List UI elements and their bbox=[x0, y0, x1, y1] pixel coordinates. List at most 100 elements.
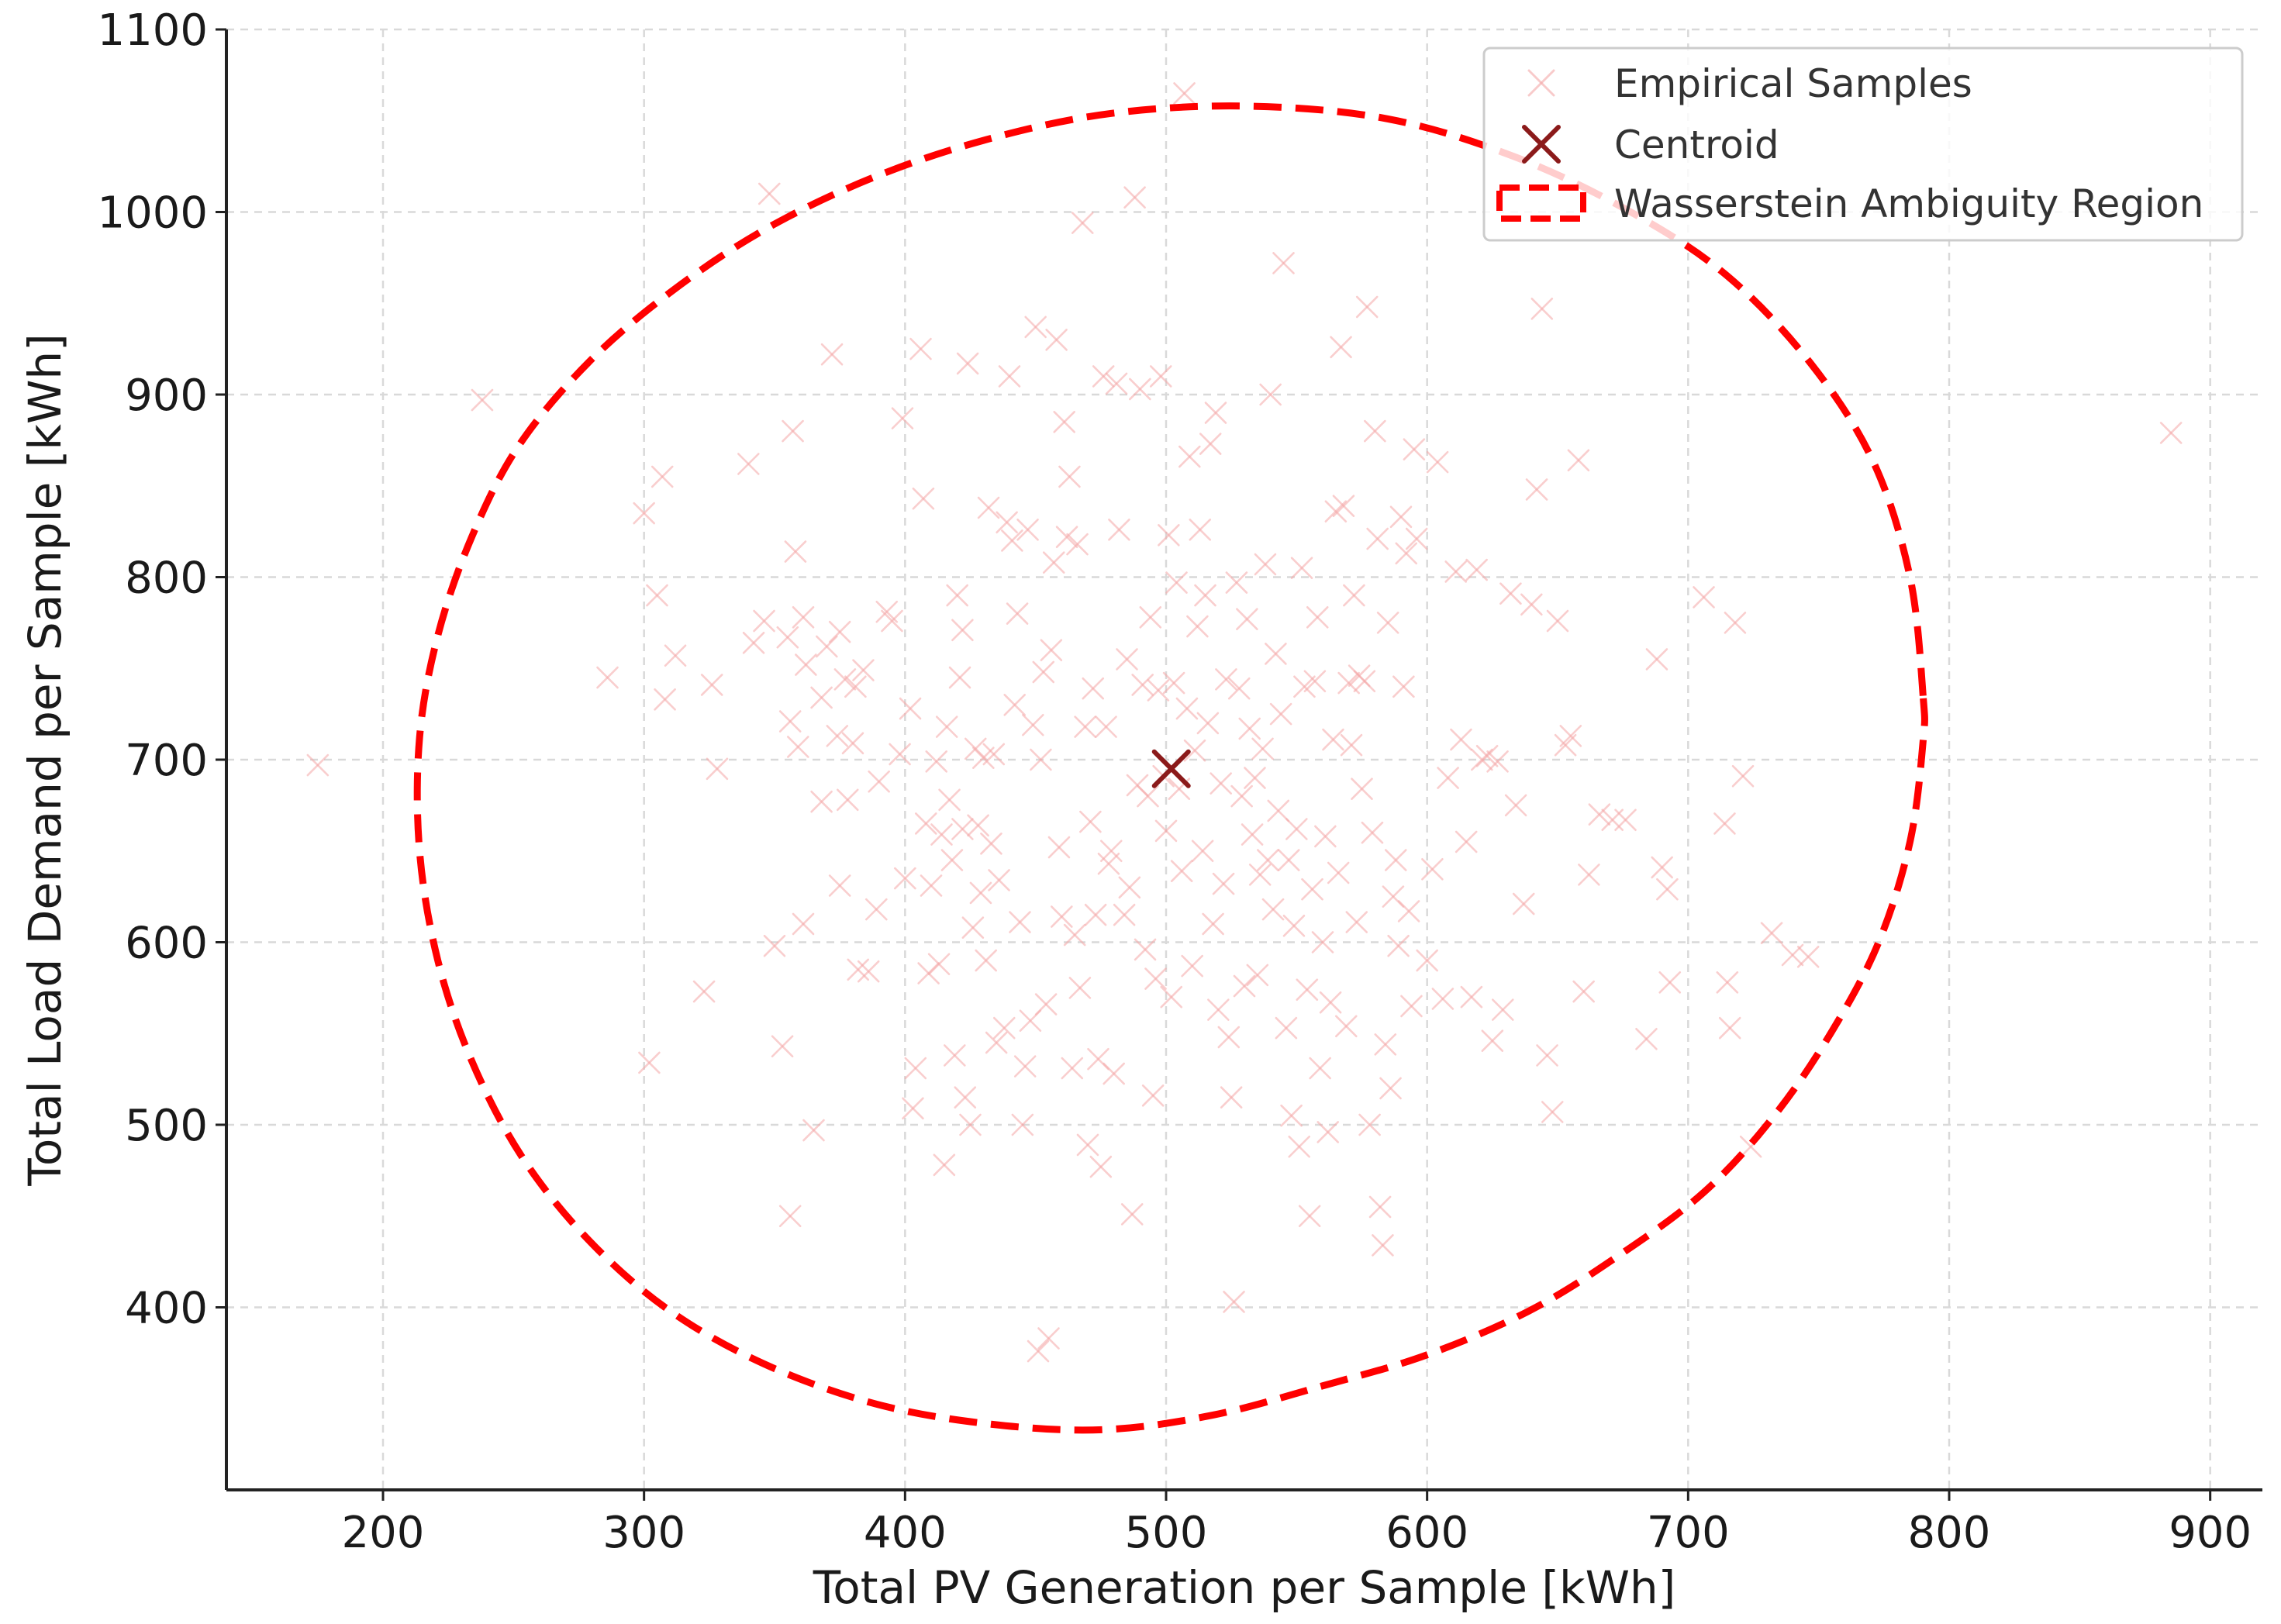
x-axis-ticks: 200 300 400 500 600 700 800 900 bbox=[342, 1490, 2252, 1558]
sample-point bbox=[1384, 849, 1407, 871]
sample-point bbox=[1032, 660, 1055, 684]
sample-point bbox=[956, 352, 979, 375]
sample-point bbox=[1076, 1133, 1099, 1157]
sample-point bbox=[1353, 670, 1376, 693]
sample-point bbox=[1309, 1057, 1331, 1080]
sample-point bbox=[868, 770, 890, 793]
sample-point bbox=[1186, 615, 1209, 638]
legend-label: Wasserstein Ambiguity Region bbox=[1614, 181, 2203, 226]
sample-point bbox=[836, 788, 859, 812]
sample-point bbox=[1716, 971, 1739, 994]
sample-point bbox=[1244, 767, 1266, 789]
y-tick-label: 1000 bbox=[97, 188, 208, 239]
sample-point bbox=[1042, 551, 1065, 574]
sample-point bbox=[1051, 905, 1073, 928]
sample-point bbox=[1372, 1234, 1394, 1257]
sample-point bbox=[914, 812, 937, 835]
legend: Empirical Samples Centroid Wasserstein Amb… bbox=[1482, 47, 2244, 242]
legend-label: Centroid bbox=[1614, 122, 1779, 167]
sample-point bbox=[1389, 505, 1413, 529]
sample-point bbox=[596, 666, 619, 689]
sample-point bbox=[1120, 1203, 1144, 1226]
sample-point bbox=[1572, 980, 1595, 1003]
sample-point bbox=[1040, 639, 1063, 662]
sample-point bbox=[776, 626, 799, 649]
sample-point bbox=[1259, 383, 1282, 406]
sample-point bbox=[1129, 378, 1151, 401]
sample-point bbox=[1316, 1121, 1340, 1143]
sample-point bbox=[982, 743, 1006, 766]
sample-point bbox=[985, 1031, 1008, 1054]
sample-point bbox=[1368, 1195, 1392, 1219]
sample-point bbox=[946, 584, 968, 607]
sample-point bbox=[1058, 465, 1081, 488]
sample-point bbox=[852, 659, 875, 681]
sample-point bbox=[1437, 767, 1459, 789]
sample-point bbox=[1009, 911, 1031, 933]
sample-point bbox=[1288, 1135, 1310, 1158]
sample-point bbox=[988, 869, 1010, 891]
sample-point bbox=[1131, 674, 1154, 696]
sample-point bbox=[646, 584, 668, 607]
sample-point bbox=[826, 725, 849, 747]
sample-point bbox=[944, 1044, 966, 1067]
sample-point bbox=[1431, 988, 1455, 1010]
sample-point bbox=[1718, 1016, 1741, 1040]
sample-point bbox=[1149, 365, 1172, 388]
sample-point bbox=[1194, 584, 1216, 607]
y-tick-label: 500 bbox=[125, 1101, 208, 1151]
sample-point bbox=[1022, 713, 1044, 736]
sample-point bbox=[1277, 849, 1300, 871]
sample-point bbox=[1319, 991, 1342, 1014]
sample-point bbox=[1108, 518, 1130, 541]
sample-point bbox=[1118, 876, 1141, 899]
sample-point bbox=[933, 1153, 956, 1177]
sample-point bbox=[998, 365, 1021, 388]
sample-point bbox=[1092, 365, 1115, 388]
legend-samples-icon bbox=[1527, 69, 1555, 97]
sample-point bbox=[902, 1097, 924, 1120]
sample-point bbox=[951, 619, 974, 642]
sample-point bbox=[1426, 450, 1449, 474]
sample-point bbox=[940, 849, 964, 871]
sample-point bbox=[638, 1051, 661, 1074]
sample-point bbox=[1024, 315, 1047, 339]
sample-point bbox=[1207, 998, 1230, 1021]
sample-point bbox=[1079, 810, 1102, 833]
sample-point bbox=[742, 631, 765, 654]
sample-point bbox=[810, 686, 833, 709]
x-axis-title: Total PV Generation per Sample [kWh] bbox=[813, 1561, 1676, 1614]
sample-point bbox=[1340, 733, 1363, 757]
y-axis-title: Total Load Demand per Sample [kWh] bbox=[19, 333, 71, 1187]
sample-point bbox=[1387, 934, 1410, 957]
sample-point bbox=[1241, 823, 1264, 846]
sample-point bbox=[948, 666, 971, 689]
sample-point bbox=[1405, 527, 1428, 550]
sample-point bbox=[927, 953, 951, 976]
sample-point bbox=[633, 502, 655, 525]
y-tick-label: 600 bbox=[125, 919, 208, 969]
centroid-point bbox=[1151, 749, 1191, 788]
sample-point bbox=[1403, 438, 1426, 460]
sample-point bbox=[1525, 478, 1548, 501]
sample-point bbox=[1282, 915, 1306, 937]
sample-point bbox=[951, 818, 974, 840]
sample-point bbox=[1170, 860, 1193, 882]
sample-point bbox=[1520, 593, 1543, 616]
sample-point bbox=[1298, 1205, 1321, 1228]
sample-point bbox=[847, 958, 870, 981]
sample-point bbox=[1220, 1086, 1243, 1109]
sample-point bbox=[1196, 712, 1220, 735]
sample-point bbox=[1296, 978, 1319, 1002]
sample-point bbox=[1314, 825, 1337, 848]
sample-point bbox=[786, 736, 809, 758]
sample-point bbox=[1267, 799, 1290, 822]
sample-point bbox=[1530, 298, 1554, 320]
sample-point bbox=[1074, 715, 1096, 738]
sample-point bbox=[925, 750, 948, 773]
sample-point bbox=[1658, 971, 1682, 994]
sample-point bbox=[1100, 840, 1123, 863]
sample-point bbox=[881, 609, 903, 633]
sample-point bbox=[1003, 694, 1027, 716]
sample-point bbox=[1027, 1340, 1050, 1363]
